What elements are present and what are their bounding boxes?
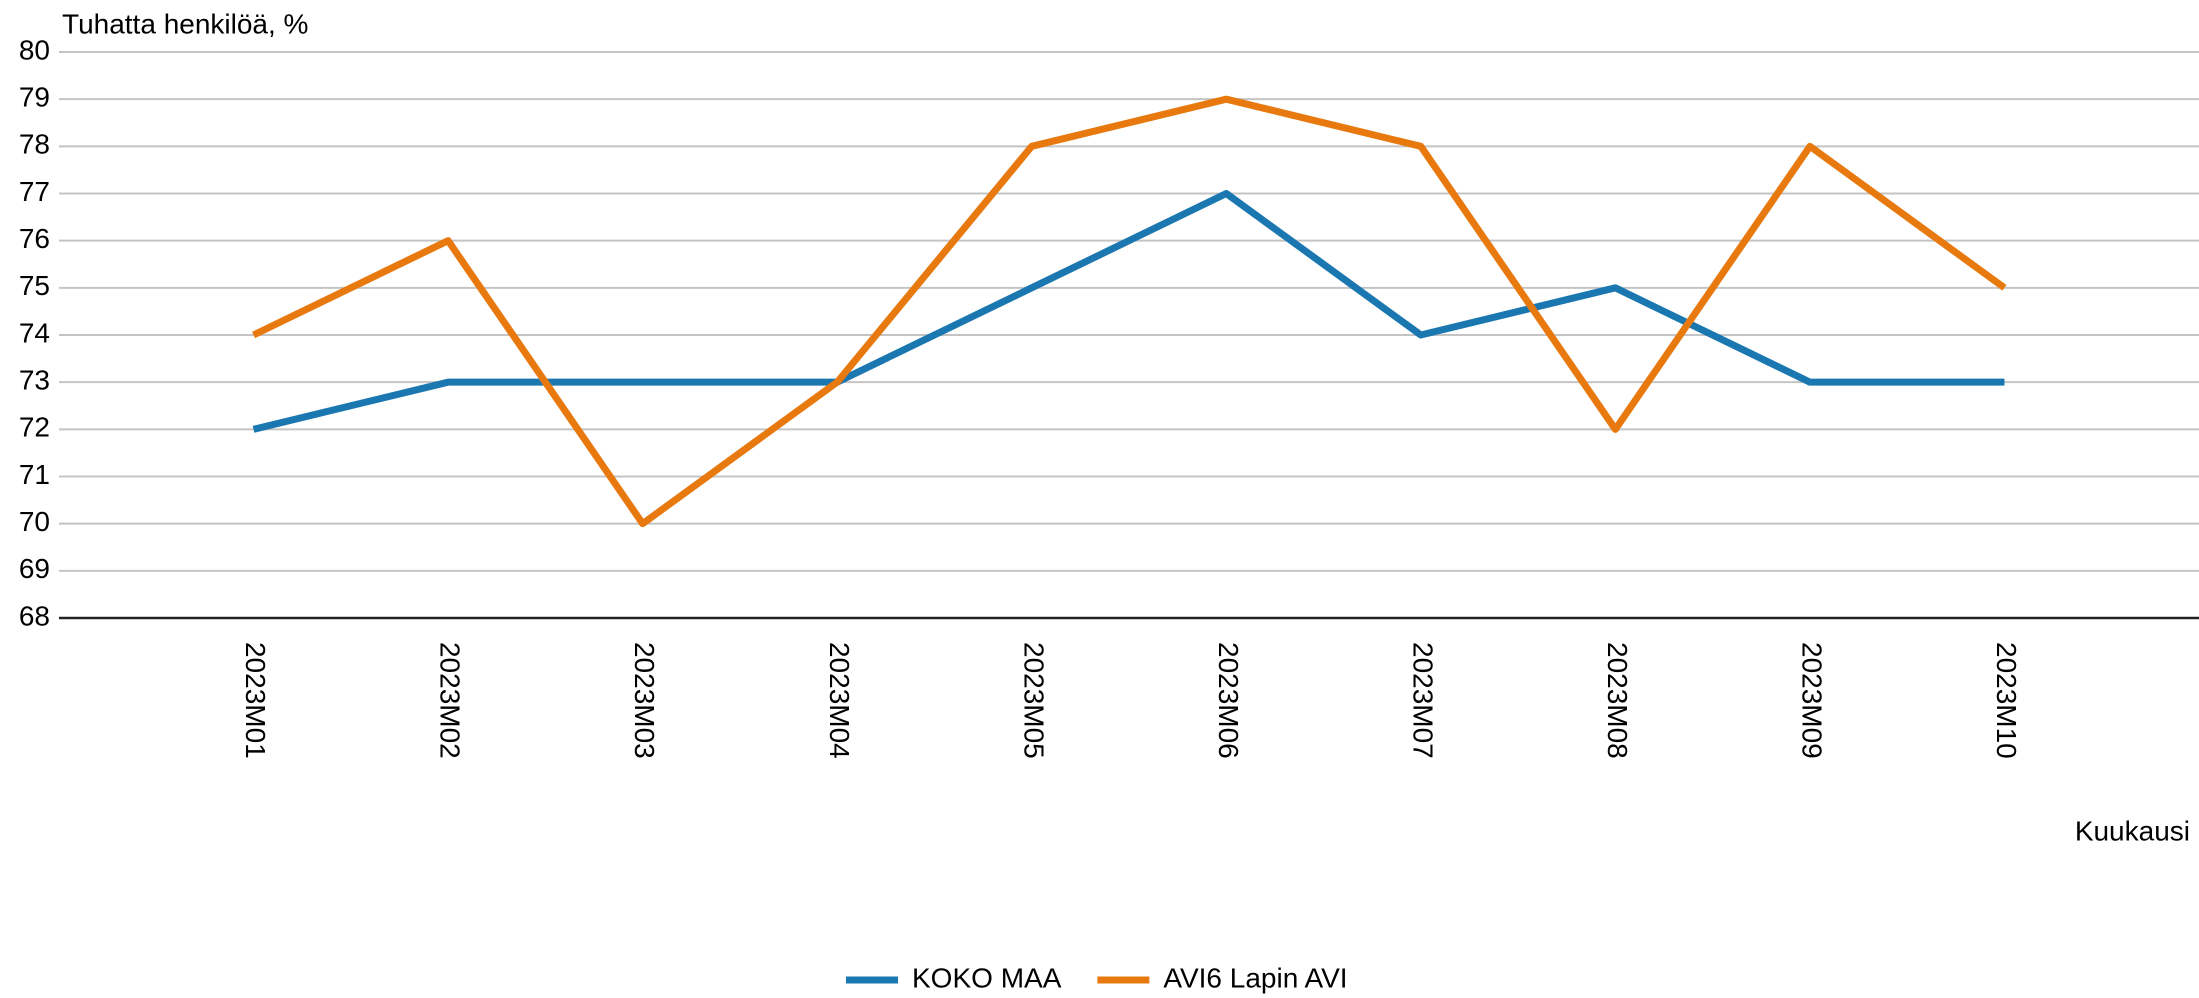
series-line bbox=[252, 190, 2005, 433]
legend-label: AVI6 Lapin AVI bbox=[1163, 962, 1347, 993]
y-tick-label: 76 bbox=[19, 223, 50, 254]
y-tick-label: 78 bbox=[19, 129, 50, 160]
legend-label: KOKO MAA bbox=[912, 962, 1062, 993]
y-axis-title: Tuhatta henkilöä, % bbox=[62, 8, 308, 39]
y-tick-label: 71 bbox=[19, 459, 50, 490]
y-tick-label: 70 bbox=[19, 506, 50, 537]
x-tick-label: 2023M08 bbox=[1602, 642, 1633, 759]
y-tick-label: 77 bbox=[19, 176, 50, 207]
x-tick-label: 2023M02 bbox=[435, 642, 466, 759]
x-axis-title: Kuukausi bbox=[2075, 815, 2190, 846]
y-tick-label: 79 bbox=[19, 82, 50, 113]
x-tick-label: 2023M06 bbox=[1213, 642, 1244, 759]
x-tick-label: 2023M03 bbox=[629, 642, 660, 759]
x-tick-label: 2023M04 bbox=[824, 642, 855, 759]
x-tick-label: 2023M01 bbox=[240, 642, 271, 759]
x-tick-label: 2023M05 bbox=[1018, 642, 1049, 759]
y-tick-label: 68 bbox=[19, 600, 50, 631]
x-tick-label: 2023M09 bbox=[1797, 642, 1828, 759]
y-tick-label: 74 bbox=[19, 317, 50, 348]
y-tick-label: 80 bbox=[19, 34, 50, 65]
y-tick-label: 69 bbox=[19, 553, 50, 584]
x-tick-label: 2023M10 bbox=[1991, 642, 2022, 759]
y-tick-label: 72 bbox=[19, 412, 50, 443]
y-tick-label: 75 bbox=[19, 270, 50, 301]
y-tick-label: 73 bbox=[19, 365, 50, 396]
x-tick-label: 2023M07 bbox=[1407, 642, 1438, 759]
series-line bbox=[252, 95, 2007, 528]
